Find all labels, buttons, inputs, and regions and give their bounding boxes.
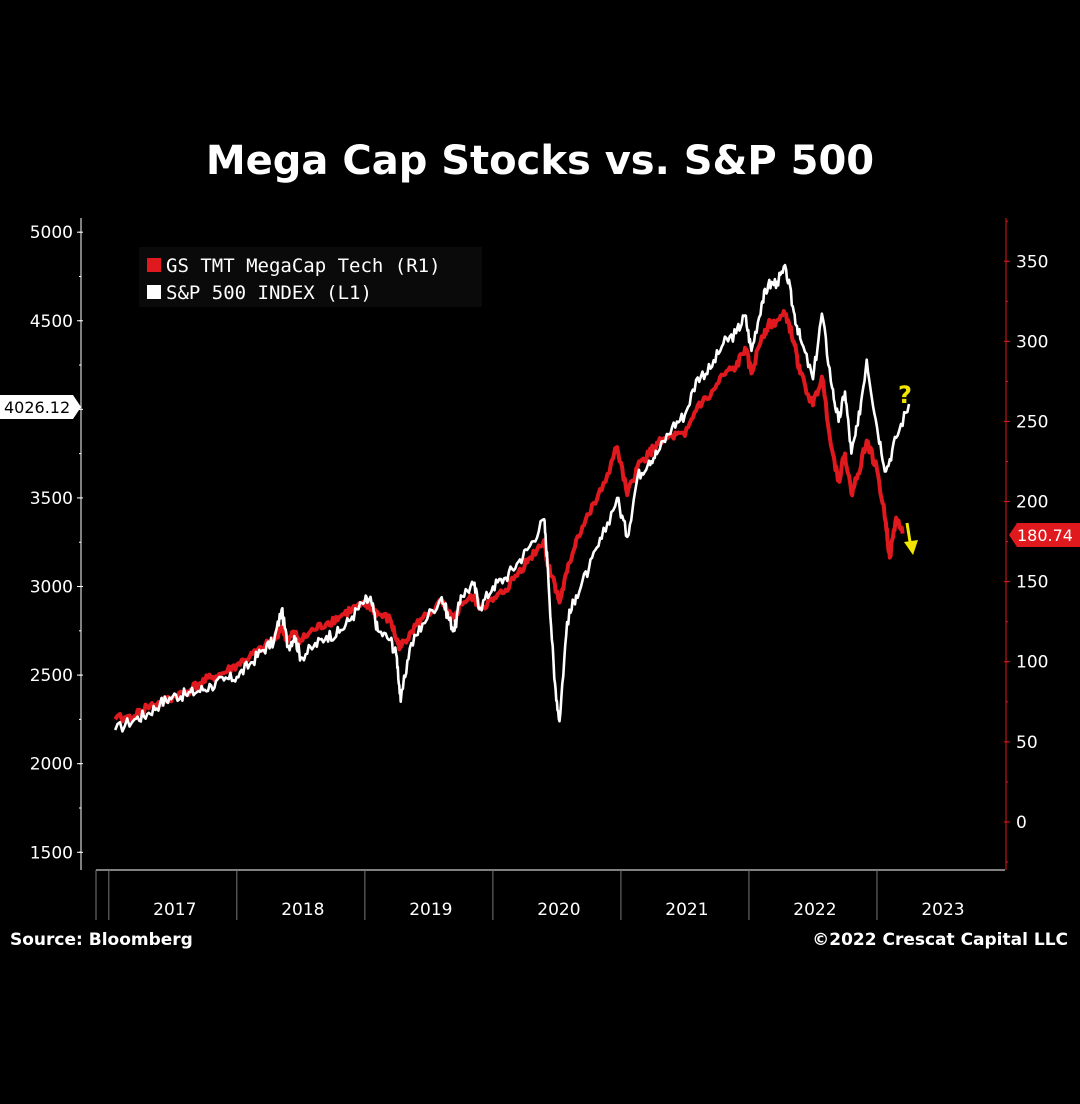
series-layer — [113, 263, 911, 733]
right-tick-label: 100 — [1016, 653, 1048, 673]
right-last-value-badge: 180.74 — [1009, 523, 1080, 547]
left-tick-label: 1500 — [30, 843, 73, 863]
axes: 1500 2000 2500 3000 3500 4500 5000 0 50 100 150 200… — [30, 218, 1048, 920]
x-tick-label: 2020 — [537, 900, 580, 920]
legend: GS TMT MegaCap Tech (R1) S&P 500 INDEX (… — [139, 247, 482, 307]
right-tick-label: 350 — [1016, 252, 1048, 272]
x-tick-label: 2022 — [793, 900, 836, 920]
source-note: Source: Bloomberg — [10, 930, 193, 950]
left-last-value-badge: 4026.12 — [0, 395, 81, 419]
left-tick-label: 5000 — [30, 223, 73, 243]
chart-title: Mega Cap Stocks vs. S&P 500 — [206, 138, 874, 184]
question-mark-annotation: ? — [898, 381, 912, 409]
right-tick-label: 200 — [1016, 493, 1048, 513]
right-badge-text: 180.74 — [1017, 526, 1073, 545]
legend-swatch-megacap — [147, 258, 161, 272]
right-tick-label: 0 — [1016, 813, 1027, 833]
right-tick-label: 50 — [1016, 733, 1038, 753]
left-tick-label: 3000 — [30, 578, 73, 598]
legend-swatch-spx — [147, 285, 161, 299]
x-tick-label: 2018 — [281, 900, 324, 920]
right-tick-label: 300 — [1016, 332, 1048, 352]
left-tick-label: 2000 — [30, 755, 73, 775]
series-line-spx — [113, 263, 911, 733]
legend-label-spx: S&P 500 INDEX (L1) — [166, 282, 372, 304]
x-tick-label: 2021 — [665, 900, 708, 920]
copyright-note: ©2022 Crescat Capital LLC — [812, 930, 1068, 950]
left-badge-text: 4026.12 — [4, 398, 70, 417]
down-arrow-icon — [904, 522, 918, 555]
legend-label-megacap: GS TMT MegaCap Tech (R1) — [166, 255, 441, 277]
right-tick-label: 250 — [1016, 412, 1048, 432]
right-tick-label: 150 — [1016, 573, 1048, 593]
left-tick-label: 2500 — [30, 666, 73, 686]
x-tick-label: 2017 — [153, 900, 196, 920]
series-line-megacap — [113, 309, 905, 724]
x-tick-label: 2019 — [409, 900, 452, 920]
legend-background — [139, 247, 482, 307]
left-badge-shape — [0, 395, 81, 419]
left-tick-label: 3500 — [30, 489, 73, 509]
right-badge-shape — [1009, 523, 1080, 547]
left-tick-label: 4500 — [30, 312, 73, 332]
x-tick-label: 2023 — [921, 900, 964, 920]
